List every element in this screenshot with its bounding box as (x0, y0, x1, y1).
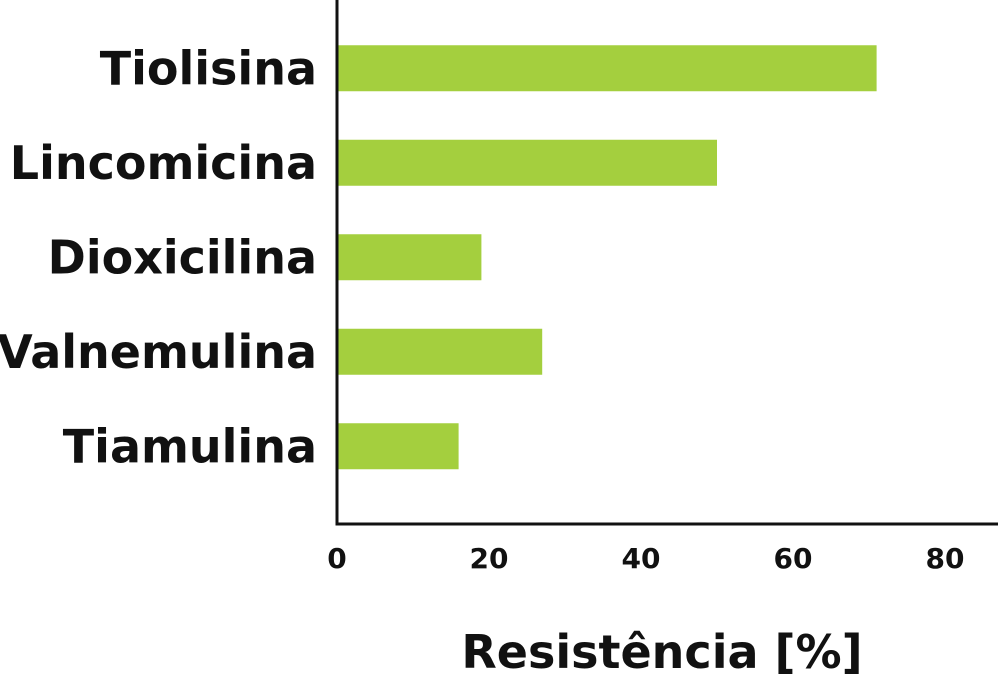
x-tick-label-80: 80 (926, 542, 965, 575)
bar-valnemulina (338, 328, 543, 375)
x-tick-label-60: 60 (774, 542, 813, 575)
bar-tiolisina (338, 45, 877, 92)
bar-dioxicilina (338, 234, 482, 281)
x-tick-label-20: 20 (470, 542, 509, 575)
bar-tiamulina (338, 423, 459, 470)
bars-group (338, 45, 877, 470)
category-label-valnemulina: Valnemulina (0, 325, 317, 379)
category-label-tiolisina: Tiolisina (100, 41, 317, 95)
bar-lincomicina (338, 139, 717, 186)
x-axis-title: Resistência [%] (461, 625, 862, 678)
category-label-dioxicilina: Dioxicilina (48, 230, 317, 284)
x-tick-label-0: 0 (327, 542, 346, 575)
category-labels: Tiolisina Lincomicina Dioxicilina Valnemuli… (0, 41, 317, 473)
x-tick-label-40: 40 (622, 542, 661, 575)
category-label-lincomicina: Lincomicina (10, 136, 317, 190)
category-label-tiamulina: Tiamulina (63, 419, 317, 473)
x-tick-labels: 0 20 40 60 80 (327, 542, 964, 575)
